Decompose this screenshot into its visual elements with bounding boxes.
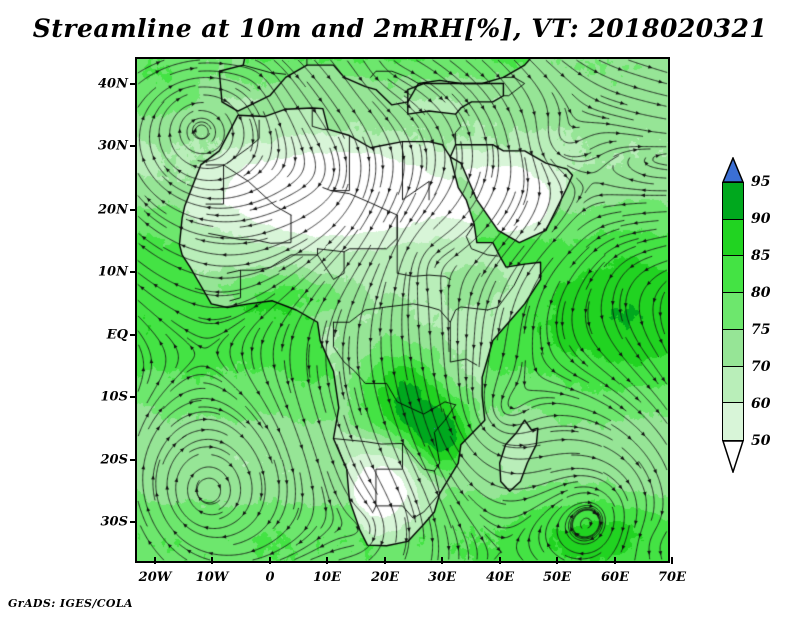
x-axis-label: 70E: [658, 570, 686, 585]
y-axis-label: EQ: [106, 327, 128, 343]
colorbar-over-arrow-icon: [722, 157, 744, 183]
y-axis-tick: [130, 83, 137, 85]
x-axis-label: 50E: [543, 570, 571, 585]
colorbar-tick-label: 50: [751, 433, 771, 449]
x-axis-label: 20E: [371, 570, 399, 585]
y-axis-tick: [130, 459, 137, 461]
x-axis-tick: [154, 557, 156, 564]
y-axis-tick: [130, 334, 137, 336]
colorbar-tick-label: 95: [751, 174, 771, 190]
colorbar-tick-label: 75: [751, 322, 771, 338]
y-axis-tick: [130, 209, 137, 211]
y-axis-label: 10S: [100, 389, 128, 405]
colorbar-segment: [723, 293, 743, 330]
x-axis-tick: [441, 557, 443, 564]
x-axis-label: 10E: [313, 570, 341, 585]
rh-streamline-map: [137, 59, 668, 561]
x-axis-tick: [614, 557, 616, 564]
y-axis-label: 30S: [100, 514, 128, 530]
x-axis-tick: [269, 557, 271, 564]
y-axis-label: 20N: [98, 202, 128, 218]
x-axis-tick: [211, 557, 213, 564]
colorbar-tick-label: 80: [751, 285, 771, 301]
y-axis-label: 10N: [98, 264, 128, 280]
colorbar-segment: [723, 256, 743, 294]
y-axis-tick: [130, 271, 137, 273]
colorbar-tick-label: 60: [751, 396, 771, 412]
grads-credit: GrADS: IGES/COLA: [8, 597, 133, 610]
page-title: Streamline at 10m and 2mRH[%], VT: 20180…: [32, 14, 768, 43]
x-axis-label: 0: [265, 570, 275, 585]
x-axis-tick: [671, 557, 673, 564]
colorbar-tick-label: 90: [751, 211, 771, 227]
colorbar-segment: [723, 219, 743, 257]
x-axis-label: 10W: [195, 570, 229, 585]
y-axis-label: 20S: [100, 452, 128, 468]
map-plot-area: [135, 57, 670, 563]
x-axis-tick: [499, 557, 501, 564]
y-axis-tick: [130, 521, 137, 523]
colorbar-tick-label: 85: [751, 248, 771, 264]
x-axis-tick: [384, 557, 386, 564]
y-axis-label: 40N: [98, 76, 128, 92]
x-axis-label: 40E: [486, 570, 514, 585]
x-axis-label: 60E: [601, 570, 629, 585]
x-axis-label: 20W: [138, 570, 172, 585]
x-axis-tick: [556, 557, 558, 564]
colorbar-tick-label: 70: [751, 359, 771, 375]
colorbar-segment: [723, 183, 743, 220]
x-axis-tick: [326, 557, 328, 564]
y-axis-tick: [130, 396, 137, 398]
colorbar-segment: [723, 366, 743, 404]
colorbar-segment: [723, 403, 743, 440]
y-axis-tick: [130, 145, 137, 147]
colorbar-under-arrow-icon: [722, 440, 744, 473]
colorbar-segment: [723, 329, 743, 367]
y-axis-label: 30N: [98, 138, 128, 154]
x-axis-label: 30E: [428, 570, 456, 585]
colorbar: [722, 182, 744, 441]
